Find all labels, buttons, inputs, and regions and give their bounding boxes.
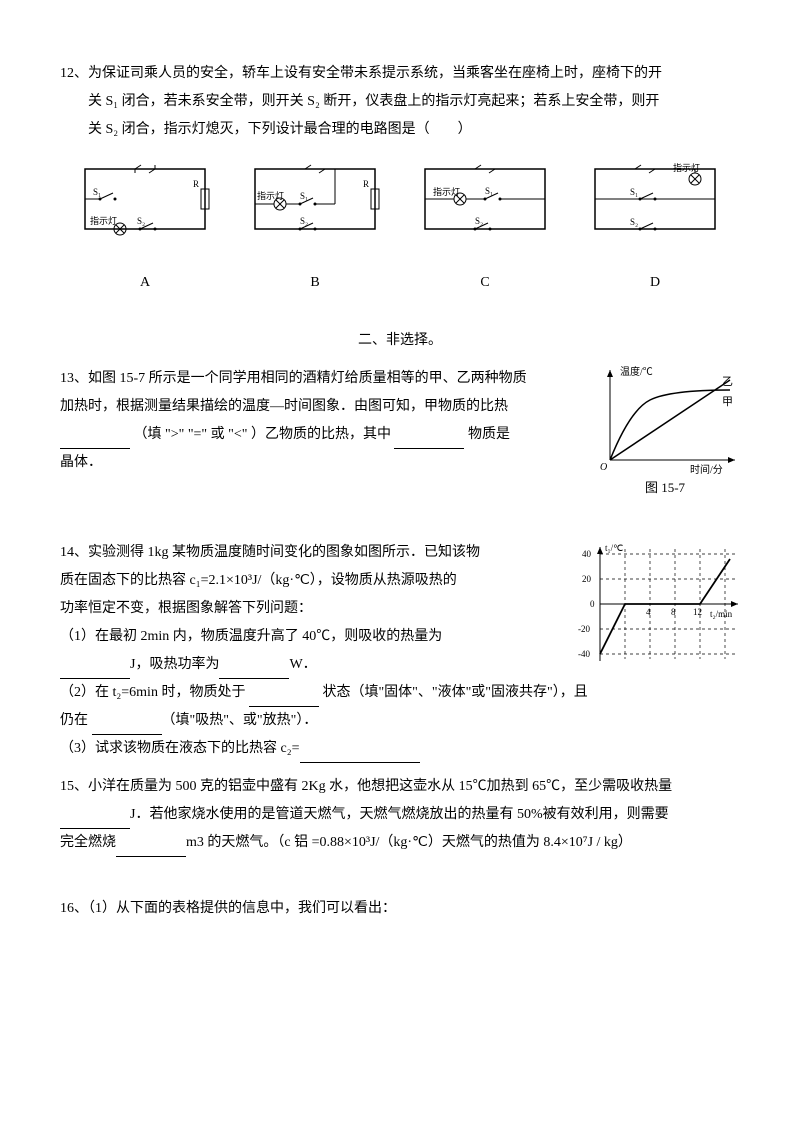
q14-blank4[interactable] — [92, 717, 162, 735]
q12-text: 12、为保证司乘人员的安全，轿车上设有安全带未系提示系统，当乘客坐在座椅上时，座… — [60, 60, 740, 88]
c-lamp: 指示灯 — [433, 186, 460, 197]
circuit-d: 指示灯 S₁ S₂ — [585, 159, 725, 239]
circuit-b: 指示灯 S₁ S₂ R — [245, 159, 385, 239]
q15-blank2[interactable] — [116, 839, 186, 857]
q14-blank2[interactable] — [219, 661, 289, 679]
q15-blank1[interactable] — [60, 811, 130, 829]
fig157-yi: 乙 — [722, 375, 733, 388]
q14-blank3[interactable] — [249, 689, 319, 707]
opt-c: C — [415, 269, 555, 297]
opt-d: D — [585, 269, 725, 297]
svg-text:-40: -40 — [578, 649, 590, 659]
question-13: 温度/℃ 时间/分 O 乙 甲 图 15-7 13、如图 15-7 所示是一个同… — [60, 365, 740, 501]
svg-text:20: 20 — [582, 574, 592, 584]
opt-b: B — [245, 269, 385, 297]
q13-l3b: 物质是 — [468, 427, 510, 442]
d-lamp: 指示灯 — [673, 162, 700, 173]
a-s1: S₁ — [93, 187, 101, 197]
svg-text:40: 40 — [582, 549, 592, 559]
question-16: 16、（1）从下面的表格提供的信息中，我们可以看出： — [60, 895, 740, 923]
q14-p2a: （2）在 t₂=6min 时，物质处于 — [60, 685, 249, 700]
q14-l1: 实验测得 1kg 某物质温度随时间变化的图象如图所示．已知该物 — [88, 545, 480, 560]
svg-text:0: 0 — [590, 599, 595, 609]
q12-l3: 关 S₂ 闭合，指示灯熄灭，下列设计最合理的电路图是（ ） — [60, 116, 740, 144]
fig-q14: t₁/℃ t₂/min 40 20 0 -20 -40 4 8 12 — [570, 539, 740, 669]
q15-l1: 小洋在质量为 500 克的铝壶中盛有 2Kg 水，他想把这壶水从 15℃加热到 … — [88, 779, 672, 794]
q15-l3b: m3 的天燃气。（c 铝 =0.88×10³J/（kg·℃）天燃气的热值为 8.… — [186, 835, 632, 850]
c-s1: S₁ — [485, 186, 493, 196]
svg-text:4: 4 — [646, 607, 651, 617]
svg-text:-20: -20 — [578, 624, 590, 634]
d-s2: S₂ — [630, 217, 638, 227]
q13-prefix: 13、 — [60, 371, 88, 386]
question-12: 12、为保证司乘人员的安全，轿车上设有安全带未系提示系统，当乘客坐在座椅上时，座… — [60, 60, 740, 297]
q12-l1: 为保证司乘人员的安全，轿车上设有安全带未系提示系统，当乘客坐在座椅上时，座椅下的… — [88, 66, 662, 81]
fig157-xlabel: 时间/分 — [690, 463, 723, 475]
fig-15-7: 温度/℃ 时间/分 O 乙 甲 图 15-7 — [590, 365, 740, 501]
question-14: t₁/℃ t₂/min 40 20 0 -20 -40 4 8 12 14、实验… — [60, 539, 740, 763]
fig157-jia: 甲 — [722, 396, 733, 408]
q13-l1: 如图 15-7 所示是一个同学用相同的酒精灯给质量相等的甲、乙两种物质 — [88, 371, 527, 386]
b-lamp: 指示灯 — [257, 190, 284, 201]
circuit-c: 指示灯 S₁ S₂ — [415, 159, 555, 239]
fig157-ylabel: 温度/℃ — [620, 365, 653, 378]
b-s1: S₁ — [300, 191, 308, 201]
svg-text:12: 12 — [693, 607, 702, 617]
q16-prefix: 16、 — [60, 901, 88, 916]
q14-ylabel: t₁/℃ — [605, 543, 623, 553]
q14-prefix: 14、 — [60, 545, 88, 560]
section-2-title: 二、非选择。 — [60, 327, 740, 355]
q14-p2b: 状态（填"固体"、"液体"或"固液共存"），且 — [319, 685, 588, 700]
q12-l2: 关 S₁ 闭合，若未系安全带，则开关 S₂ 断开，仪表盘上的指示灯亮起来；若系上… — [60, 88, 740, 116]
circuit-a: S₁ 指示灯 S₂ R — [75, 159, 215, 239]
option-row: A B C D — [60, 269, 740, 297]
circuit-row: S₁ 指示灯 S₂ R 指示灯 S₁ S₂ — [60, 159, 740, 239]
q12-prefix: 12、 — [60, 66, 88, 81]
q14-xlabel: t₂/min — [710, 609, 733, 619]
q15-l2: J．若他家烧水使用的是管道天燃气，天燃气燃烧放出的热量有 50%被有效利用，则需… — [130, 807, 669, 822]
q13-blank2[interactable] — [394, 431, 464, 449]
b-s2: S₂ — [300, 216, 308, 226]
a-s2: S₂ — [137, 216, 145, 226]
q14-p1c: W． — [289, 657, 316, 672]
q15-prefix: 15、 — [60, 779, 88, 794]
d-s1: S₁ — [630, 187, 638, 197]
svg-text:8: 8 — [671, 607, 676, 617]
c-s2: S₂ — [475, 216, 483, 226]
question-15: 15、小洋在质量为 500 克的铝壶中盛有 2Kg 水，他想把这壶水从 15℃加… — [60, 773, 740, 857]
q14-p2c: 仍在 — [60, 713, 92, 728]
opt-a: A — [75, 269, 215, 297]
fig157-cap: 图 15-7 — [590, 475, 740, 501]
q14-p3: （3）试求该物质在液态下的比热容 c₂= — [60, 741, 300, 756]
b-r: R — [363, 179, 369, 189]
svg-text:O: O — [600, 462, 607, 473]
q14-blank1[interactable] — [60, 661, 130, 679]
a-r: R — [193, 179, 199, 189]
q14-p1b: J，吸热功率为 — [130, 657, 219, 672]
q14-p2d: （填"吸热"、或"放热"）． — [162, 713, 318, 728]
q13-blank1[interactable] — [60, 431, 130, 449]
q16-l1: （1）从下面的表格提供的信息中，我们可以看出： — [88, 901, 396, 916]
a-lamp: 指示灯 — [90, 215, 117, 226]
q13-l3a: （填 ">" "=" 或 "<" ）乙物质的比热，其中 — [134, 427, 391, 442]
q15-l3a: 完全燃烧 — [60, 835, 116, 850]
q14-blank5[interactable] — [300, 745, 420, 763]
